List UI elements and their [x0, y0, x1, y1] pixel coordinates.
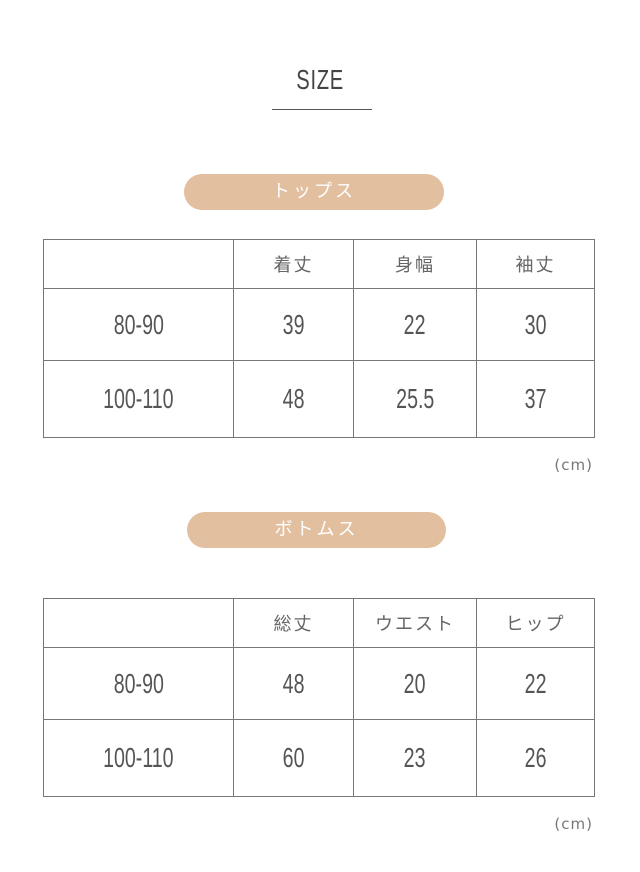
- size-cell: 100-110: [103, 383, 174, 414]
- header-cell: 着丈: [233, 239, 354, 289]
- table-header-row: 総丈 ウエスト ヒップ: [43, 598, 595, 648]
- value-cell: 30: [524, 308, 547, 340]
- size-cell: 100-110: [103, 742, 174, 773]
- header-cell: [43, 598, 234, 648]
- value-cell: 22: [524, 667, 547, 699]
- size-cell: 80-90: [113, 667, 164, 699]
- unit-label: (cm): [554, 815, 593, 833]
- header-cell: 身幅: [353, 239, 477, 289]
- table-row: 100-110 60 23 26: [43, 719, 595, 797]
- value-cell: 60: [282, 742, 305, 773]
- bottoms-size-table: 総丈 ウエスト ヒップ 80-90 48 20 22 100-110 60 23…: [43, 598, 595, 797]
- tops-size-table: 着丈 身幅 袖丈 80-90 39 22 30 100-110 48 25.5 …: [43, 239, 595, 438]
- value-cell: 48: [282, 667, 305, 699]
- table-header-row: 着丈 身幅 袖丈: [43, 239, 595, 289]
- header-cell: ウエスト: [353, 598, 477, 648]
- value-cell: 37: [524, 383, 547, 414]
- header-cell: [43, 239, 234, 289]
- page-title: SIZE: [296, 64, 344, 95]
- tops-label: トップス: [184, 174, 444, 210]
- size-cell: 80-90: [113, 308, 164, 340]
- value-cell: 20: [404, 667, 426, 699]
- table-row: 100-110 48 25.5 37: [43, 360, 595, 438]
- header-cell: 総丈: [233, 598, 354, 648]
- table-row: 80-90 48 20 22: [43, 647, 595, 720]
- value-cell: 48: [282, 383, 305, 414]
- unit-label: (cm): [554, 456, 593, 474]
- bottoms-label: ボトムス: [187, 512, 446, 548]
- title-underline: [272, 109, 372, 110]
- value-cell: 26: [524, 742, 547, 773]
- header-cell: ヒップ: [476, 598, 595, 648]
- value-cell: 22: [404, 308, 426, 340]
- value-cell: 25.5: [395, 383, 435, 414]
- value-cell: 39: [282, 308, 305, 340]
- header-cell: 袖丈: [476, 239, 595, 289]
- table-row: 80-90 39 22 30: [43, 288, 595, 361]
- value-cell: 23: [404, 742, 426, 773]
